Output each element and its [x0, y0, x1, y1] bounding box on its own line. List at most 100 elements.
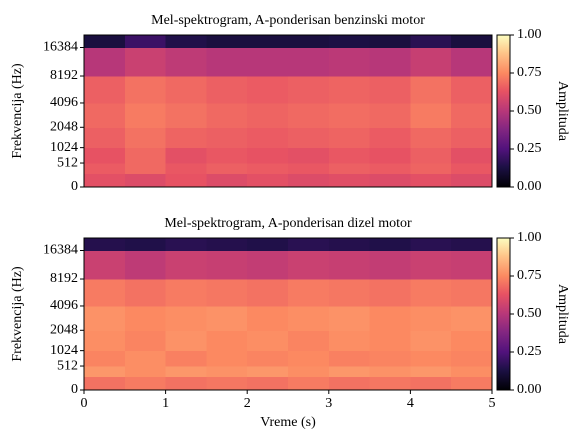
y-tick-label: 1024: [50, 343, 78, 358]
y-tick-label: 2048: [50, 323, 78, 338]
heatmap-cell: [84, 250, 126, 280]
x-tick-label: 3: [325, 396, 332, 411]
colorbar-tick-label: 0.75: [517, 268, 542, 283]
heatmap-cell: [410, 163, 452, 174]
heatmap-cell: [328, 147, 371, 164]
heatmap-cell: [288, 35, 330, 49]
heatmap-cell: [328, 350, 371, 367]
colorbar-tick-label: 1.00: [517, 27, 542, 42]
heatmap-cell: [451, 238, 493, 252]
y-tick-label: 512: [57, 155, 78, 170]
heatmap-cell: [165, 250, 207, 280]
heatmap-cell: [84, 238, 126, 252]
heatmap-cell: [451, 102, 493, 128]
heatmap-cell: [124, 376, 167, 391]
heatmap-cell: [124, 163, 167, 174]
heatmap-cell: [165, 173, 207, 188]
heatmap-cell: [288, 102, 330, 128]
heatmap-cell: [206, 350, 248, 367]
heatmap-cell: [247, 173, 289, 188]
heatmap-cell: [451, 127, 493, 149]
heatmap-cell: [369, 76, 411, 104]
heatmap-cell: [124, 350, 167, 367]
y-axis-label: Frekvencija (Hz): [10, 266, 25, 362]
heatmap-cell: [165, 279, 207, 307]
heatmap-cell: [369, 35, 411, 49]
heatmap-cell: [288, 350, 330, 367]
y-axis-label: Frekvencija (Hz): [10, 63, 25, 159]
heatmap-cell: [206, 76, 248, 104]
colorbar-tick-label: 0.75: [517, 65, 542, 80]
colorbar-tick-label: 0.50: [517, 306, 542, 321]
heatmap-cell: [206, 366, 248, 377]
heatmap-cell: [206, 173, 248, 188]
heatmap-cell: [84, 47, 126, 77]
heatmap-cell: [84, 163, 126, 174]
y-tick-label: 4096: [50, 95, 78, 110]
heatmap-cell: [369, 305, 411, 331]
x-tick-label: 0: [81, 396, 88, 411]
heatmap-cell: [206, 330, 248, 352]
heatmap-cell: [288, 76, 330, 104]
heatmap-cell: [124, 250, 167, 280]
heatmap-cell: [165, 147, 207, 164]
heatmap-cell: [410, 102, 452, 128]
plot-frame: [83, 237, 493, 391]
heatmap-cell: [410, 279, 452, 307]
heatmap-cell: [206, 163, 248, 174]
heatmap-cell: [369, 127, 411, 149]
heatmap-cell: [369, 366, 411, 377]
heatmap-cell: [84, 279, 126, 307]
x-tick-label: 1: [162, 396, 169, 411]
heatmap-cell: [165, 47, 207, 77]
heatmap-cell: [206, 102, 248, 128]
heatmap-cell: [369, 376, 411, 391]
heatmap-cell: [328, 366, 371, 377]
heatmap-cell: [328, 279, 371, 307]
heatmap-cell: [410, 147, 452, 164]
heatmap-cell: [84, 376, 126, 391]
heatmap-cell: [165, 238, 207, 252]
heatmap-cell: [369, 147, 411, 164]
plot-frame: [83, 34, 493, 188]
heatmap-cell: [247, 127, 289, 149]
y-tick-label: 16384: [43, 40, 78, 55]
heatmap-cell: [247, 147, 289, 164]
heatmap-cell: [288, 163, 330, 174]
heatmap-cell: [247, 279, 289, 307]
heatmap-cell: [328, 376, 371, 391]
heatmap-cell: [247, 366, 289, 377]
heatmap-cell: [369, 173, 411, 188]
heatmap-cell: [124, 330, 167, 352]
heatmap-cell: [247, 376, 289, 391]
heatmap-cell: [84, 76, 126, 104]
heatmap-cell: [206, 279, 248, 307]
heatmap-cell: [451, 366, 493, 377]
heatmap-cell: [451, 47, 493, 77]
heatmap-cell: [288, 279, 330, 307]
heatmap-cell: [369, 163, 411, 174]
colorbar-tick-label: 0.00: [517, 179, 542, 194]
heatmap-cell: [451, 376, 493, 391]
heatmap-cell: [328, 250, 371, 280]
heatmap-cell: [369, 330, 411, 352]
heatmap-cell: [124, 147, 167, 164]
heatmap-cell: [124, 127, 167, 149]
heatmap-cell: [410, 238, 452, 252]
heatmap-cell: [328, 163, 371, 174]
heatmap-cell: [124, 35, 167, 49]
heatmap-cell: [328, 102, 371, 128]
y-tick-label: 8192: [50, 271, 78, 286]
x-tick-label: 2: [244, 396, 251, 411]
heatmap-cell: [124, 279, 167, 307]
heatmap-cell: [288, 147, 330, 164]
y-tick-label: 8192: [50, 68, 78, 83]
heatmap-cell: [124, 238, 167, 252]
heatmap-cell: [328, 173, 371, 188]
heatmap-cell: [247, 350, 289, 367]
heatmap-cell: [84, 366, 126, 377]
heatmap-cell: [165, 330, 207, 352]
heatmap-cell: [206, 250, 248, 280]
heatmap-cell: [247, 102, 289, 128]
